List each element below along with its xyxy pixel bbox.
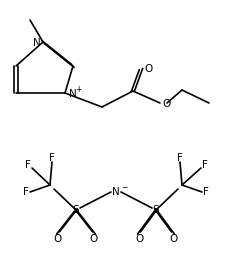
Text: F: F xyxy=(23,187,29,197)
Text: F: F xyxy=(202,160,208,170)
Text: S: S xyxy=(153,205,159,215)
Text: N: N xyxy=(112,187,120,197)
Text: O: O xyxy=(162,99,170,109)
Text: O: O xyxy=(54,234,62,244)
Text: F: F xyxy=(25,160,31,170)
Text: N: N xyxy=(33,38,41,48)
Text: +: + xyxy=(75,85,81,94)
Text: O: O xyxy=(144,64,152,74)
Text: N: N xyxy=(69,89,77,99)
Text: F: F xyxy=(49,153,55,163)
Text: F: F xyxy=(177,153,183,163)
Text: O: O xyxy=(135,234,143,244)
Text: S: S xyxy=(73,205,79,215)
Text: O: O xyxy=(169,234,177,244)
Text: O: O xyxy=(90,234,98,244)
Text: F: F xyxy=(203,187,209,197)
Text: −: − xyxy=(121,183,127,192)
